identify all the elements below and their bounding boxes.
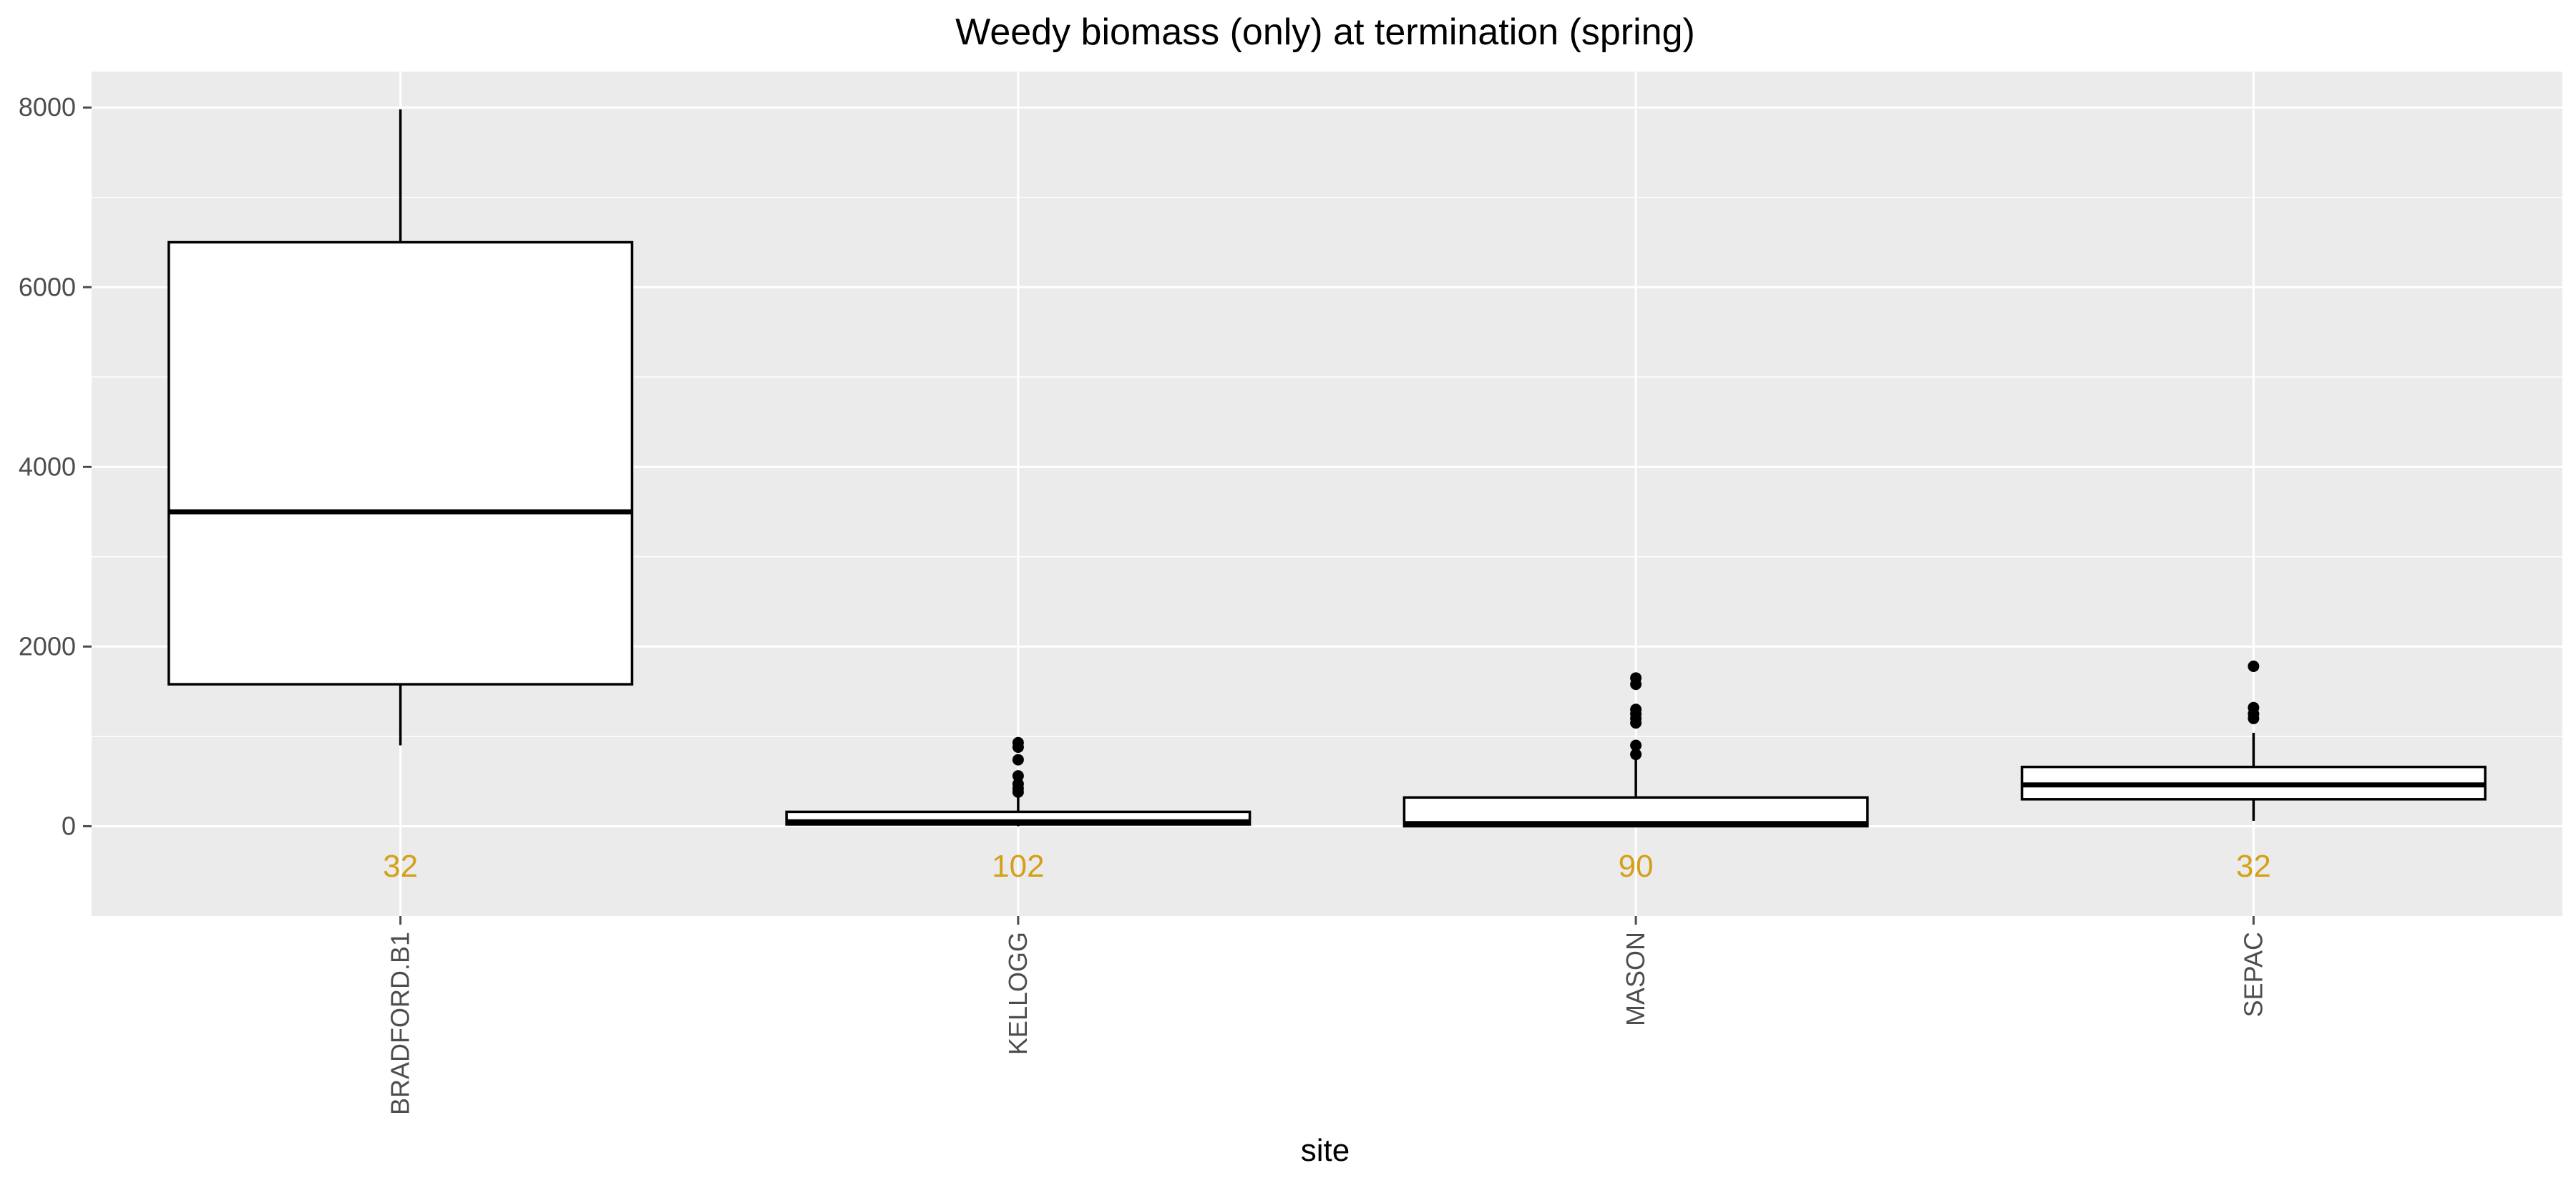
box-bradford-b1: 32 xyxy=(167,109,634,884)
count-label: 32 xyxy=(2236,849,2271,884)
y-tick-label: 8000 xyxy=(19,92,76,122)
count-label: 32 xyxy=(383,849,418,884)
box-sepac: 32 xyxy=(2020,661,2487,884)
outlier-point xyxy=(1012,778,1024,790)
box-kellogg: 102 xyxy=(785,736,1252,884)
y-tick-label: 2000 xyxy=(19,631,76,661)
outlier-point xyxy=(1630,739,1642,751)
y-tick-label: 0 xyxy=(62,811,76,840)
outlier-point xyxy=(1012,736,1024,749)
count-label: 90 xyxy=(1619,849,1654,884)
count-label: 102 xyxy=(992,849,1044,884)
x-axis: BRADFORD.B1 KELLOGG MASON SEPAC xyxy=(386,916,2268,1115)
iqr-box xyxy=(167,240,634,686)
y-axis: 0 2000 4000 6000 8000 xyxy=(19,92,92,840)
x-tick-label: MASON xyxy=(1621,932,1650,1026)
y-tick-label: 6000 xyxy=(19,272,76,301)
x-tick-label: BRADFORD.B1 xyxy=(386,932,415,1115)
chart-title: Weedy biomass (only) at termination (spr… xyxy=(955,11,1695,53)
box-series: 32 102 90 32 xyxy=(167,109,2487,884)
outlier-point xyxy=(1630,672,1642,684)
outlier-point xyxy=(1012,770,1024,782)
x-tick-label: SEPAC xyxy=(2238,932,2268,1017)
outlier-point xyxy=(1630,704,1642,716)
x-tick-label: KELLOGG xyxy=(1003,932,1033,1055)
outlier-point xyxy=(1012,754,1024,766)
x-axis-title: site xyxy=(1301,1133,1350,1168)
box-mason: 90 xyxy=(1402,672,1869,884)
y-tick-label: 4000 xyxy=(19,452,76,481)
outlier-point xyxy=(2248,701,2260,714)
outlier-point xyxy=(1630,749,1642,761)
outlier-point xyxy=(2248,661,2260,673)
